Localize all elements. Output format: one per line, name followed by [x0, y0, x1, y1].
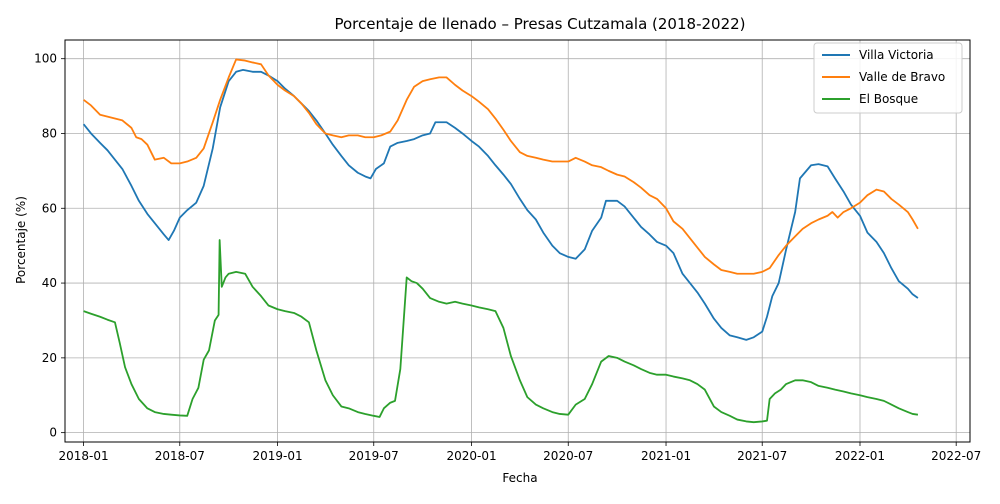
y-tick-label: 100 — [34, 52, 57, 66]
y-tick-label: 60 — [42, 201, 57, 215]
x-tick-label: 2022-07 — [931, 449, 981, 463]
x-axis-label: Fecha — [502, 471, 537, 485]
legend-label: Valle de Bravo — [859, 70, 945, 84]
chart-title: Porcentaje de llenado – Presas Cutzamala… — [334, 15, 745, 33]
y-tick-label: 20 — [42, 351, 57, 365]
x-tick-label: 2019-01 — [252, 449, 302, 463]
x-tick-label: 2021-07 — [737, 449, 787, 463]
grid-lines — [65, 40, 970, 442]
legend-label: El Bosque — [859, 92, 918, 106]
plot-frame — [64, 39, 971, 443]
x-tick-label: 2019-07 — [349, 449, 399, 463]
legend-box — [813, 42, 963, 114]
legend-label: Villa Victoria — [859, 48, 934, 62]
series-line-el-bosque — [83, 239, 919, 424]
x-tick-label: 2021-01 — [641, 449, 691, 463]
x-tick-label: 2018-07 — [155, 449, 205, 463]
x-tick-label: 2020-01 — [446, 449, 496, 463]
y-axis-label: Porcentaje (%) — [14, 196, 28, 284]
series-line-valle-de-bravo — [83, 58, 919, 275]
x-tick-label: 2020-07 — [543, 449, 593, 463]
y-tick-label: 40 — [42, 276, 57, 290]
x-tick-label: 2022-01 — [835, 449, 885, 463]
y-tick-label: 0 — [49, 426, 57, 440]
series-lines — [82, 58, 919, 424]
y-tick-label: 80 — [42, 126, 57, 140]
legend: Villa Victoria Valle de Bravo El Bosque — [813, 42, 963, 114]
axis-ticks: 2018-01 2018-07 2019-01 2019-07 2020-01 2020-… — [34, 52, 981, 463]
x-tick-label: 2018-01 — [59, 449, 109, 463]
series-line-villa-victoria — [82, 69, 919, 341]
